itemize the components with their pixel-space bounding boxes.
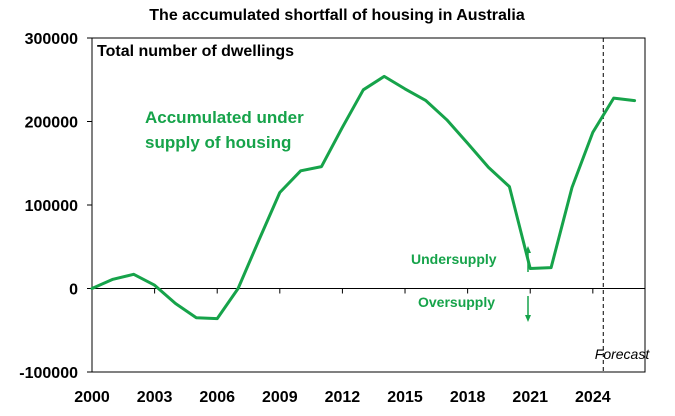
forecast-label: Forecast bbox=[595, 346, 651, 362]
x-tick-label: 2024 bbox=[575, 389, 611, 406]
y-axis-title: Total number of dwellings bbox=[97, 43, 294, 60]
y-tick-label: 300000 bbox=[25, 31, 78, 48]
series-label-line2: supply of housing bbox=[145, 133, 291, 152]
y-tick-label: 0 bbox=[69, 282, 78, 299]
x-tick-label: 2006 bbox=[199, 389, 235, 406]
forecast-layer: Forecast bbox=[595, 38, 651, 372]
oversupply-arrow-icon bbox=[525, 296, 531, 322]
axes-layer: 2000 2003 2006 2009 2012 2015 2018 2021 2024 -100… bbox=[19, 31, 645, 406]
series-label-line1: Accumulated under bbox=[145, 108, 304, 127]
x-tick-label: 2012 bbox=[325, 389, 361, 406]
x-tick-label: 2015 bbox=[387, 389, 423, 406]
x-tick-label: 2003 bbox=[137, 389, 173, 406]
oversupply-label: Oversupply bbox=[418, 294, 495, 310]
y-tick-label: 200000 bbox=[25, 115, 78, 132]
undersupply-label: Undersupply bbox=[411, 251, 497, 267]
series-layer bbox=[90, 74, 637, 321]
undersupply-arrow-icon bbox=[525, 246, 531, 272]
x-tick-label: 2021 bbox=[512, 389, 548, 406]
x-tick-label: 2009 bbox=[262, 389, 298, 406]
x-tick-label: 2018 bbox=[450, 389, 486, 406]
x-tick-label: 2000 bbox=[74, 389, 110, 406]
chart-title: The accumulated shortfall of housing in … bbox=[149, 7, 525, 24]
y-tick-label: 100000 bbox=[25, 198, 78, 215]
y-tick-label: -100000 bbox=[19, 365, 78, 382]
series-line-accumulated-undersupply bbox=[90, 74, 637, 321]
